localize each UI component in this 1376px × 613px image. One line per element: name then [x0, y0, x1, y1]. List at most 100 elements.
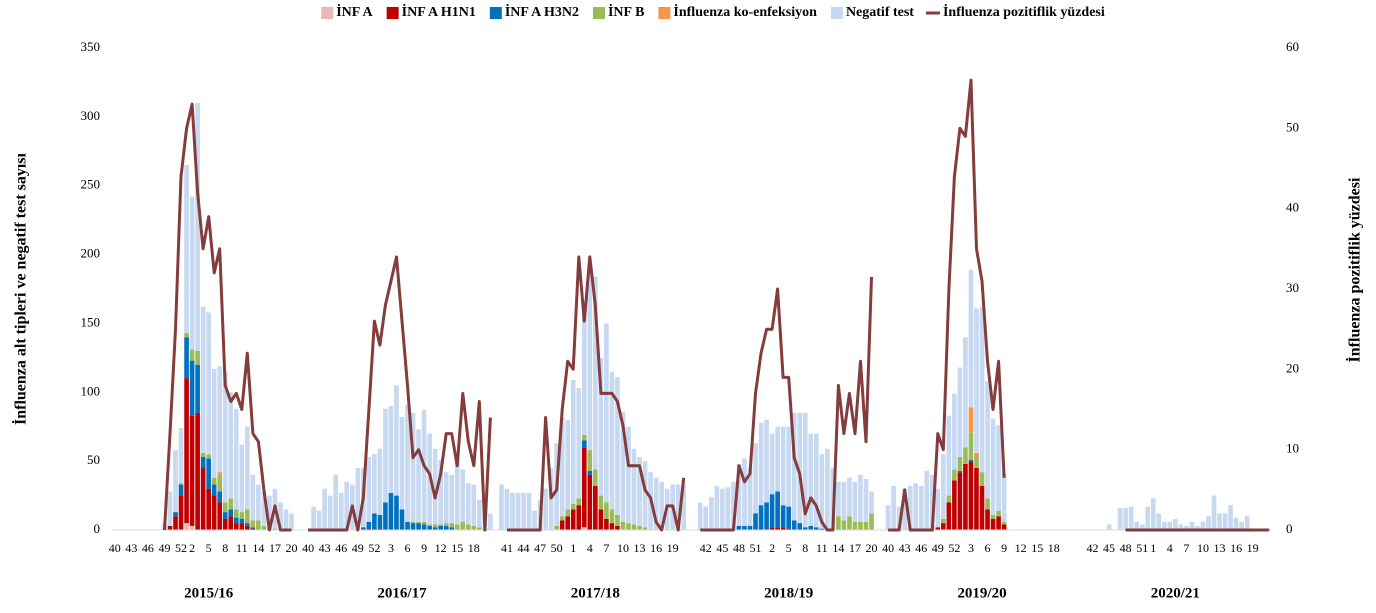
- bar: [929, 474, 935, 530]
- bar: [631, 524, 637, 530]
- legend-item: İNF A H3N2: [489, 3, 579, 20]
- bar: [1206, 516, 1211, 530]
- bar: [1134, 521, 1139, 530]
- bar: [1161, 521, 1167, 530]
- bar: [366, 457, 372, 522]
- bar: [979, 306, 985, 473]
- bar: [338, 492, 344, 530]
- x-tick-label: 15: [1031, 541, 1043, 555]
- x-tick-label: 19: [1247, 541, 1259, 555]
- bar: [189, 349, 195, 361]
- bar: [891, 485, 896, 530]
- bar: [791, 412, 797, 521]
- bar: [565, 419, 571, 510]
- bar: [554, 525, 559, 530]
- bar: [714, 485, 720, 530]
- bar: [565, 509, 571, 517]
- bar: [974, 457, 979, 469]
- y2-axis-title: İnfluenza pozitiflik yüzdesi: [1345, 177, 1364, 362]
- bar: [626, 523, 631, 530]
- bar: [736, 525, 742, 530]
- bar: [825, 448, 830, 530]
- bar: [576, 388, 582, 499]
- x-tick-label: 46: [915, 541, 927, 555]
- bar: [609, 523, 615, 530]
- x-tick-label: 16: [1230, 541, 1242, 555]
- bar: [421, 524, 427, 530]
- bar: [725, 487, 731, 530]
- bar: [256, 484, 261, 521]
- bar: [416, 429, 421, 522]
- bar: [256, 520, 261, 530]
- bar: [769, 494, 775, 528]
- x-tick-label: 40: [882, 541, 894, 555]
- bar: [383, 408, 388, 503]
- legend-item: İNF A: [321, 3, 374, 20]
- bar: [261, 525, 267, 530]
- bar: [968, 459, 974, 462]
- bar: [819, 528, 825, 530]
- bar: [477, 499, 482, 528]
- x-tick-label: 48: [1120, 541, 1132, 555]
- bar: [432, 524, 438, 528]
- bar: [775, 491, 780, 528]
- bar: [609, 509, 615, 524]
- legend-swatch: [592, 7, 605, 19]
- bar: [1200, 521, 1206, 530]
- bar: [631, 448, 637, 525]
- y2-tick-label: 60: [1286, 39, 1299, 54]
- bar: [935, 527, 941, 530]
- bar: [974, 308, 979, 453]
- y2-tick-label: 10: [1286, 441, 1299, 456]
- bar: [416, 523, 421, 530]
- bar: [206, 312, 211, 455]
- bar: [245, 509, 250, 524]
- bar: [211, 477, 217, 485]
- bar: [228, 392, 234, 499]
- bar: [863, 479, 869, 522]
- y-tick-label: 250: [81, 177, 101, 192]
- x-tick-label: 17: [849, 541, 861, 555]
- x-tick-label: 49: [158, 541, 170, 555]
- bar: [217, 502, 223, 530]
- x-tick-label: 1: [570, 541, 576, 555]
- y2-tick-label: 20: [1286, 360, 1299, 375]
- bar: [952, 480, 957, 530]
- y2-tick-label: 50: [1286, 119, 1299, 134]
- bar: [1239, 521, 1244, 530]
- bar: [968, 269, 974, 408]
- bar: [615, 377, 620, 515]
- bar: [941, 523, 946, 530]
- x-tick-label: 49: [932, 541, 944, 555]
- legend-label: İnfluenza pozitiflik yüzdesi: [943, 3, 1105, 20]
- bar: [405, 521, 410, 530]
- bar: [681, 484, 687, 530]
- bar: [504, 488, 510, 530]
- bar: [189, 525, 195, 530]
- bar: [1106, 524, 1112, 530]
- bar: [438, 459, 443, 525]
- bar: [250, 527, 256, 529]
- bar: [852, 481, 858, 522]
- bar: [178, 495, 184, 530]
- bar: [559, 516, 565, 521]
- bar: [278, 502, 283, 530]
- bar: [189, 415, 195, 526]
- season-label: 2016/17: [377, 585, 427, 601]
- bar: [460, 521, 466, 530]
- y-tick-label: 50: [87, 452, 100, 467]
- bar: [559, 417, 565, 517]
- x-tick-label: 47: [534, 541, 546, 555]
- bar: [239, 518, 245, 524]
- x-tick-label: 13: [1214, 541, 1226, 555]
- bar: [786, 528, 791, 530]
- bar: [245, 523, 250, 526]
- bar: [1156, 513, 1162, 530]
- bar: [184, 333, 189, 338]
- bar: [283, 509, 289, 530]
- bar: [764, 502, 769, 530]
- bar: [366, 521, 372, 529]
- bar: [957, 367, 963, 458]
- bar: [637, 457, 642, 526]
- x-tick-label: 14: [252, 541, 264, 555]
